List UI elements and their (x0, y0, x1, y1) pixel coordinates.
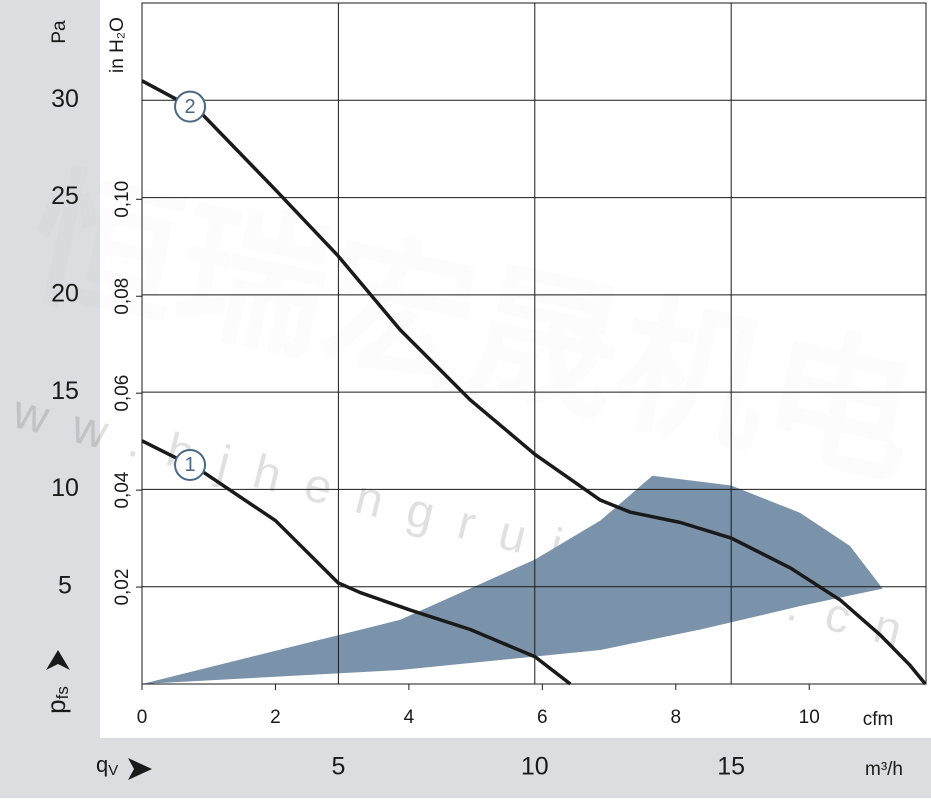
y2-tick-label: 0,02 (112, 569, 133, 606)
x-tick-label: 8 (670, 707, 681, 728)
x-tick-label: 10 (799, 707, 820, 728)
y-axis-name: pfs (41, 686, 73, 714)
plot-frame (141, 2, 927, 685)
x-arrow (128, 758, 152, 780)
curve-label-circle (174, 448, 207, 481)
x2-tick-label: 5 (331, 753, 345, 781)
bottom-band (0, 738, 931, 798)
x-tick-label: 0 (137, 707, 148, 728)
y-tick-label: 30 (51, 85, 79, 113)
x2-axis-name-sub: V (108, 762, 118, 779)
curve-label: 2 (184, 96, 195, 118)
left-band (0, 0, 100, 738)
y2-tick-label: 0,04 (112, 471, 133, 508)
x2-tick-label: 10 (521, 753, 549, 781)
y2-tick-label: 0,10 (112, 181, 133, 218)
curve-label: 1 (184, 454, 195, 476)
y-tick-label: 25 (51, 182, 79, 210)
x-label: cfm (863, 709, 894, 730)
y-tick-label: 10 (51, 474, 79, 502)
y2-tick-label: 0,08 (112, 278, 133, 315)
x2-axis-name-main: q (96, 752, 108, 777)
y-tick-label: 15 (51, 377, 79, 405)
x-tick-label: 6 (537, 707, 548, 728)
curve-label-circle (174, 90, 207, 123)
x-tick-label: 2 (270, 707, 281, 728)
y-axis-name-main: p (41, 699, 71, 713)
y2-label: in H₂O (107, 17, 128, 73)
x-tick-label: 4 (404, 707, 415, 728)
x2-axis-name: qV (96, 752, 118, 779)
curve (141, 79, 927, 686)
y-axis-name-sub: fs (53, 686, 72, 699)
y-tick-label: 5 (58, 571, 72, 599)
y2-tick-label: 0,06 (112, 375, 133, 412)
y-tick-label: 20 (51, 279, 79, 307)
y-arrow (46, 650, 70, 670)
y-label: Pa (49, 20, 70, 44)
x2-label: m³/h (865, 759, 903, 780)
curve (141, 439, 572, 686)
x2-tick-label: 15 (717, 753, 745, 781)
